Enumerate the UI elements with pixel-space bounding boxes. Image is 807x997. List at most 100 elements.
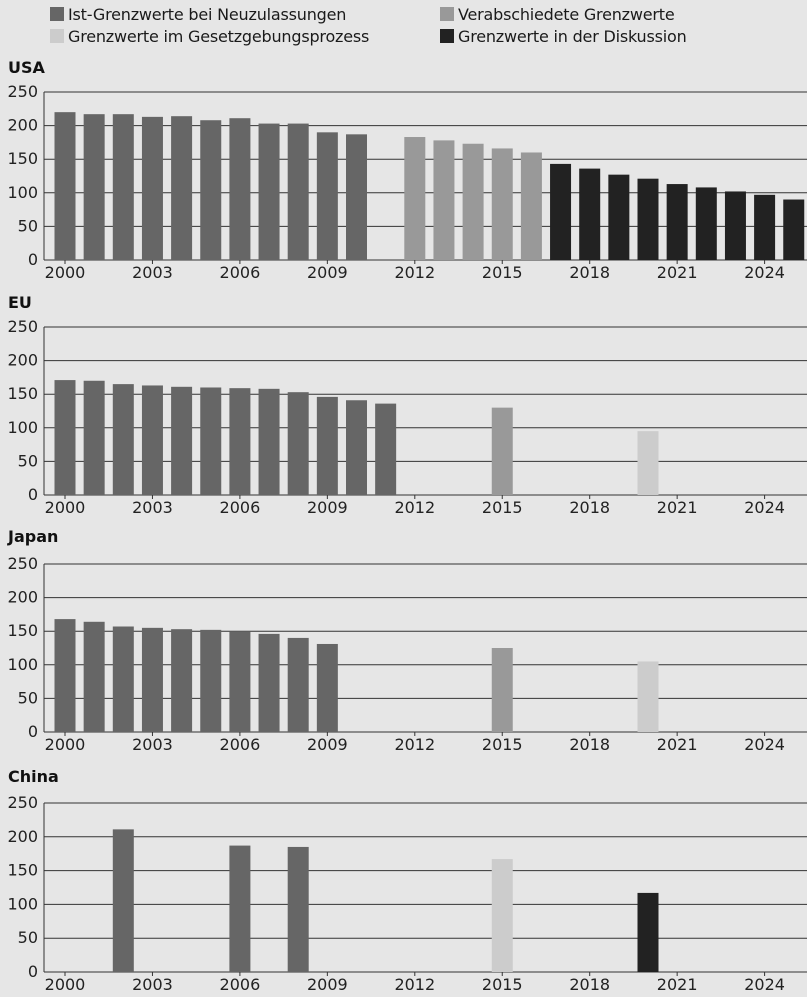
- x-tick-label: 2018: [569, 975, 610, 994]
- bar-japan-2004: [171, 629, 193, 732]
- x-tick-label: 2009: [307, 975, 348, 994]
- y-tick-label: 100: [7, 655, 38, 674]
- bar-usa-2023: [724, 191, 746, 260]
- chart-title: USA: [8, 58, 46, 77]
- bar-china-2006: [229, 845, 251, 972]
- bar-eu-2004: [171, 386, 193, 495]
- bar-usa-2004: [171, 116, 193, 260]
- y-tick-label: 0: [28, 250, 38, 269]
- x-tick-label: 2018: [569, 498, 610, 517]
- bar-usa-2009: [316, 132, 338, 260]
- y-tick-label: 150: [7, 149, 38, 168]
- bar-usa-2017: [550, 163, 572, 260]
- legend-label: Grenzwerte im Gesetzgebungsprozess: [68, 26, 370, 46]
- legend-item-gesetzgebung: Grenzwerte im Gesetzgebungsprozess: [50, 26, 369, 46]
- x-tick-label: 2000: [45, 263, 86, 282]
- x-tick-label: 2018: [569, 735, 610, 754]
- bar-japan-2015: [491, 648, 513, 732]
- x-tick-label: 2009: [307, 263, 348, 282]
- bar-japan-2020: [637, 661, 659, 732]
- bar-usa-2013: [433, 140, 455, 260]
- x-tick-label: 2003: [132, 975, 173, 994]
- x-tick-label: 2024: [744, 498, 785, 517]
- y-tick-label: 50: [18, 216, 38, 235]
- bar-japan-2009: [316, 643, 338, 732]
- bar-usa-2010: [346, 134, 367, 260]
- bar-usa-2001: [83, 114, 105, 261]
- chart-title: EU: [8, 293, 32, 312]
- bar-eu-2006: [229, 388, 251, 495]
- bar-usa-2015: [491, 148, 513, 260]
- x-tick-label: 2021: [657, 498, 698, 517]
- bar-usa-2018: [579, 168, 601, 260]
- y-tick-label: 150: [7, 621, 38, 640]
- x-tick-label: 2012: [394, 975, 435, 994]
- chart-panel-china: China 0 50 100 150 200 250 2000 2003 2006 2009 2012…: [7, 767, 807, 994]
- chart-panel-japan: Japan 0 50 100 150 200 250 2000 2003 2006 2009 2012…: [7, 527, 807, 754]
- legend-swatch: [440, 29, 454, 43]
- legend-label: Ist-Grenzwerte bei Neuzulassungen: [68, 4, 347, 24]
- chart-panel-eu: EU 0 50 100 150 200 250 2000 2003 2006 2009 2012 201…: [7, 293, 807, 517]
- y-tick-label: 250: [7, 793, 38, 812]
- bar-eu-2007: [258, 388, 280, 495]
- x-tick-label: 2003: [132, 498, 173, 517]
- y-tick-label: 50: [18, 451, 38, 470]
- bar-usa-2020: [637, 178, 659, 260]
- x-tick-label: 2003: [132, 735, 173, 754]
- x-tick-label: 2006: [220, 975, 261, 994]
- bar-usa-2008: [287, 123, 309, 260]
- bar-eu-2011: [375, 403, 397, 495]
- chart-title: Japan: [7, 527, 58, 546]
- bar-japan-2000: [54, 619, 76, 732]
- chart-title: China: [8, 767, 59, 786]
- bar-japan-2001: [83, 621, 105, 732]
- bar-eu-2015: [491, 407, 513, 495]
- bar-usa-2007: [258, 123, 280, 260]
- bar-usa-2000: [54, 112, 76, 260]
- y-tick-label: 250: [7, 554, 38, 573]
- bar-japan-2007: [258, 633, 280, 732]
- y-tick-label: 0: [28, 485, 38, 504]
- bar-japan-2002: [112, 626, 134, 732]
- legend-item-verabschiedet: Verabschiedete Grenzwerte: [440, 4, 675, 24]
- legend-item-ist: Ist-Grenzwerte bei Neuzulassungen: [50, 4, 346, 24]
- legend-item-diskussion: Grenzwerte in der Diskussion: [440, 26, 687, 46]
- x-tick-label: 2021: [657, 975, 698, 994]
- x-tick-label: 2015: [482, 975, 523, 994]
- bar-usa-2006: [229, 118, 251, 260]
- bar-eu-2000: [54, 380, 76, 495]
- bar-china-2002: [112, 829, 134, 972]
- x-tick-label: 2012: [394, 498, 435, 517]
- x-tick-label: 2006: [220, 498, 261, 517]
- bar-china-2015: [491, 859, 513, 972]
- bar-usa-2024: [754, 194, 776, 260]
- x-tick-label: 2009: [307, 735, 348, 754]
- legend-swatch: [440, 7, 454, 21]
- y-tick-label: 100: [7, 418, 38, 437]
- bar-usa-2022: [695, 187, 717, 260]
- bar-eu-2008: [287, 392, 309, 495]
- x-tick-label: 2024: [744, 263, 785, 282]
- chart-panel-usa: USA 0 50 100 150 200 250 2000 2003 2006 2009 2012 20…: [7, 58, 807, 282]
- bar-eu-2010: [346, 400, 367, 495]
- bar-usa-2014: [462, 143, 484, 260]
- y-tick-label: 100: [7, 894, 38, 913]
- legend-label: Grenzwerte in der Diskussion: [458, 26, 687, 46]
- bar-eu-2003: [141, 385, 163, 495]
- chart-legend: Ist-Grenzwerte bei Neuzulassungen Verabs…: [0, 0, 807, 52]
- y-tick-label: 150: [7, 861, 38, 880]
- bar-eu-2002: [112, 384, 134, 495]
- bar-usa-2005: [200, 120, 222, 260]
- x-tick-label: 2021: [657, 263, 698, 282]
- x-tick-label: 2000: [45, 735, 86, 754]
- y-tick-label: 200: [7, 827, 38, 846]
- bar-usa-2019: [608, 174, 630, 260]
- y-tick-label: 250: [7, 82, 38, 101]
- y-tick-label: 100: [7, 183, 38, 202]
- bar-usa-2025: [783, 199, 805, 260]
- bar-eu-2009: [316, 396, 338, 495]
- bar-japan-2003: [141, 627, 163, 732]
- x-tick-label: 2024: [744, 735, 785, 754]
- x-tick-label: 2000: [45, 498, 86, 517]
